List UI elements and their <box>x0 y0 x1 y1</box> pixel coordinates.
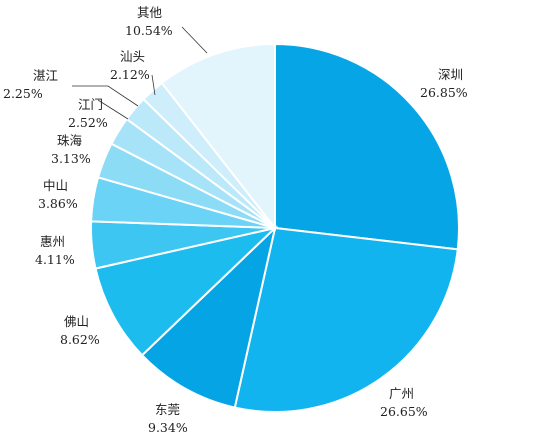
pie-slice-foshan <box>94 226 279 357</box>
slice-label-zhongshan: 中山 3.86% <box>38 178 78 211</box>
slice-label-dongguan: 东莞 9.34% <box>148 402 188 435</box>
pie-slices <box>90 42 460 413</box>
slice-label-shenzhen: 深圳 26.85% <box>420 67 468 100</box>
slice-labels: 深圳 26.85% 广州 26.65% 东莞 9.34% 佛山 8.62% 惠州 4.11… <box>3 5 468 435</box>
pie-slice-guangzhou <box>233 226 459 413</box>
leader-lines <box>72 26 208 120</box>
pie-slice-other <box>160 42 276 231</box>
slice-label-jiangmen: 江门 2.52% <box>68 97 108 130</box>
slice-label-guangzhou: 广州 26.65% <box>380 386 428 419</box>
slice-label-huizhou: 惠州 4.11% <box>35 234 75 267</box>
leader-line-other <box>181 26 208 54</box>
slice-label-foshan: 佛山 8.62% <box>60 314 100 347</box>
leader-line-jiangmen <box>97 99 129 120</box>
slice-label-shantou: 汕头 2.12% <box>110 49 150 82</box>
pie-slice-dongguan <box>140 224 277 409</box>
slice-label-zhuhai: 珠海 3.13% <box>51 133 91 166</box>
slice-label-other: 其他 10.54% <box>125 5 173 38</box>
pie-slice-shenzhen <box>274 42 460 251</box>
leader-line-zhanjiang <box>72 85 139 107</box>
slice-label-zhanjiang: 湛江 2.25% <box>3 68 58 101</box>
leader-line-shantou <box>151 74 156 96</box>
